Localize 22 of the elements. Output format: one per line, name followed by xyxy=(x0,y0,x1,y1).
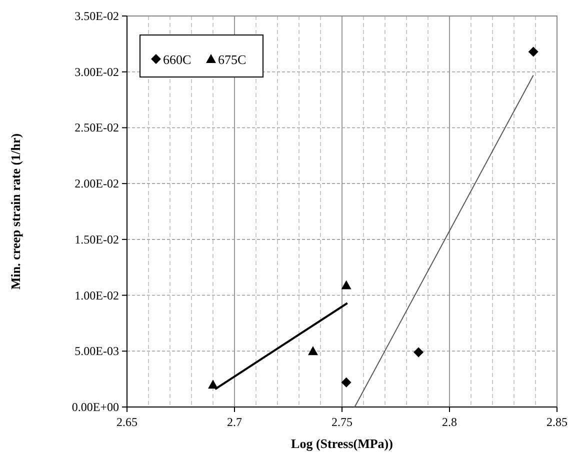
y-tick-label: 1.00E-02 xyxy=(74,288,119,302)
x-tick-label: 2.65 xyxy=(116,415,138,429)
y-tick-label: 5.00E-03 xyxy=(74,344,119,358)
x-axis-title: Log (Stress(MPa)) xyxy=(291,436,393,451)
legend-label: 660C xyxy=(163,52,192,67)
legend-label: 675C xyxy=(218,52,246,67)
y-tick-label: 0.00E+00 xyxy=(72,400,119,414)
point xyxy=(341,377,352,388)
y-axis-title: Min. creep strain rate (1/hr) xyxy=(8,133,23,290)
x-tick-label: 2.7 xyxy=(227,415,242,429)
y-tick-label: 2.50E-02 xyxy=(74,120,119,135)
point xyxy=(308,346,318,356)
point xyxy=(414,347,424,358)
y-tick-label: 3.50E-02 xyxy=(74,9,119,23)
point xyxy=(528,46,538,57)
y-tick-label: 1.50E-02 xyxy=(74,232,119,246)
x-tick-label: 2.85 xyxy=(546,415,568,429)
y-tick-label: 3.00E-02 xyxy=(74,64,119,79)
point xyxy=(341,280,352,290)
x-tick-label: 2.75 xyxy=(332,415,352,429)
y-tick-label: 2.00E-02 xyxy=(74,176,119,191)
x-tick-label: 2.8 xyxy=(442,415,457,429)
